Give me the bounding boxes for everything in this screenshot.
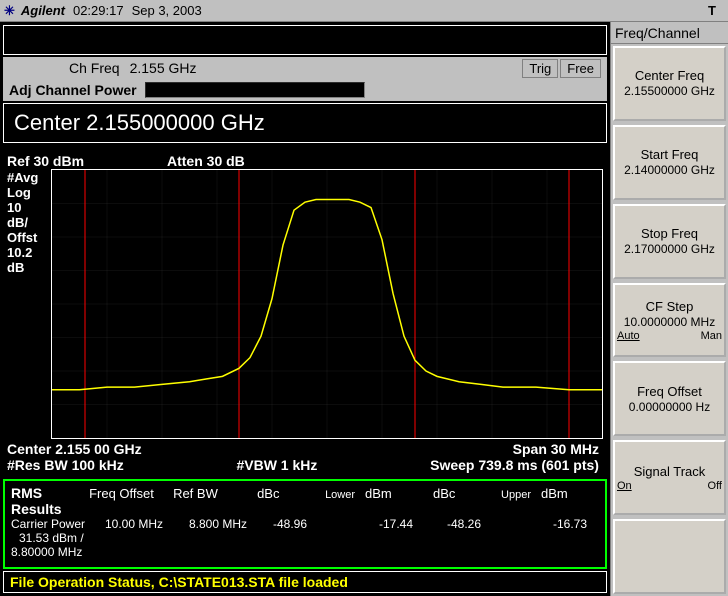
y-label: Offst <box>7 231 51 246</box>
graph-area: Ref 30 dBm Atten 30 dB #Avg Log 10 dB/ O… <box>3 151 607 475</box>
softkey-0[interactable]: Center Freq2.15500000 GHz <box>613 46 726 121</box>
hdr-lower: Lower <box>325 489 355 501</box>
val-dbm-lower: -17.44 <box>379 517 437 531</box>
atten-label: Atten 30 dB <box>167 153 245 169</box>
softkey-value: 10.0000000 MHz <box>624 315 715 329</box>
hdr-freq-offset: Freq Offset <box>89 486 163 501</box>
main-display: Ch Freq 2.155 GHz Trig Free Adj Channel … <box>0 22 610 596</box>
softkey-label: Stop Freq <box>641 226 698 241</box>
carrier-bw: 8.80000 MHz <box>11 545 82 559</box>
top-blank-strip <box>3 25 607 55</box>
date-label: Sep 3, 2003 <box>132 3 202 18</box>
time-label: 02:29:17 <box>73 3 124 18</box>
spectrum-plot[interactable] <box>51 169 603 439</box>
center-freq-display: Center 2.155000000 GHz <box>3 103 607 143</box>
rbw-label: #Res BW 100 kHz <box>7 457 124 473</box>
softkey-value: 0.00000000 Hz <box>629 400 710 414</box>
ch-freq-value: 2.155 GHz <box>130 60 197 76</box>
vbw-label: #VBW 1 kHz <box>236 457 317 473</box>
softkey-footer: OnOff <box>617 480 722 492</box>
carrier-power-value: 31.53 dBm / <box>11 531 84 545</box>
softkey-footer: AutoMan <box>617 330 722 342</box>
y-label: #Avg <box>7 171 51 186</box>
y-axis-labels: #Avg Log 10 dB/ Offst 10.2 dB <box>7 169 51 439</box>
status-bar: File Operation Status, C:\STATE013.STA f… <box>3 571 607 593</box>
softkey-1[interactable]: Start Freq2.14000000 GHz <box>613 125 726 200</box>
softkey-label: Signal Track <box>634 464 706 479</box>
softkey-label: CF Step <box>646 299 694 314</box>
val-dbc-upper: -48.26 <box>447 517 505 531</box>
softkey-2[interactable]: Stop Freq2.17000000 GHz <box>613 204 726 279</box>
top-bar: ✳ Agilent 02:29:17 Sep 3, 2003 T <box>0 0 728 22</box>
y-label: 10 <box>7 201 51 216</box>
hdr-upper: Upper <box>501 489 531 501</box>
brand-label: Agilent <box>21 3 65 18</box>
menu-title: Freq/Channel <box>611 22 728 44</box>
softkey-value: 2.17000000 GHz <box>624 242 715 256</box>
mode-row: Adj Channel Power <box>3 79 607 101</box>
sweep-label: Sweep 739.8 ms (601 pts) <box>430 457 599 473</box>
free-label: Free <box>560 59 601 78</box>
span-label: Span 30 MHz <box>513 441 599 457</box>
val-dbm-upper: -16.73 <box>553 517 611 531</box>
readout-box <box>145 82 365 98</box>
t-indicator: T <box>708 3 716 18</box>
softkey-label: Freq Offset <box>637 384 702 399</box>
softkey-panel: Freq/Channel Center Freq2.15500000 GHzSt… <box>610 22 728 596</box>
val-dbc-lower: -48.96 <box>273 517 331 531</box>
y-label: dB <box>7 261 51 276</box>
softkey-6[interactable] <box>613 519 726 594</box>
softkey-label: Start Freq <box>641 147 699 162</box>
y-label: Log <box>7 186 51 201</box>
hdr-dbm-upper: dBm <box>541 486 599 501</box>
softkey-4[interactable]: Freq Offset0.00000000 Hz <box>613 361 726 436</box>
softkey-label: Center Freq <box>635 68 704 83</box>
logo-icon: ✳ <box>4 3 15 19</box>
softkey-value: 2.14000000 GHz <box>624 163 715 177</box>
val-ref-bw: 8.800 MHz <box>189 517 263 531</box>
y-label: dB/ <box>7 216 51 231</box>
mode-label: Adj Channel Power <box>9 82 137 98</box>
y-label: 10.2 <box>7 246 51 261</box>
hdr-ref-bw: Ref BW <box>173 486 247 501</box>
softkey-5[interactable]: Signal TrackOnOff <box>613 440 726 515</box>
results-box: RMS Results Freq Offset Ref BW dBc Lower… <box>3 479 607 569</box>
hdr-dbc-upper: dBc <box>433 486 491 501</box>
channel-info-row: Ch Freq 2.155 GHz Trig Free <box>3 57 607 79</box>
carrier-power-label: Carrier Power <box>11 517 95 531</box>
hdr-dbc: dBc <box>257 486 315 501</box>
trig-label: Trig <box>522 59 558 78</box>
hdr-dbm-lower: dBm <box>365 486 423 501</box>
center-axis-label: Center 2.155 00 GHz <box>7 441 142 457</box>
val-freq-offset: 10.00 MHz <box>105 517 179 531</box>
rms-title: RMS Results <box>11 485 79 517</box>
softkey-3[interactable]: CF Step10.0000000 MHzAutoMan <box>613 283 726 358</box>
softkey-value: 2.15500000 GHz <box>624 84 715 98</box>
ch-freq-label: Ch Freq <box>69 60 120 76</box>
ref-label: Ref 30 dBm <box>7 153 167 169</box>
